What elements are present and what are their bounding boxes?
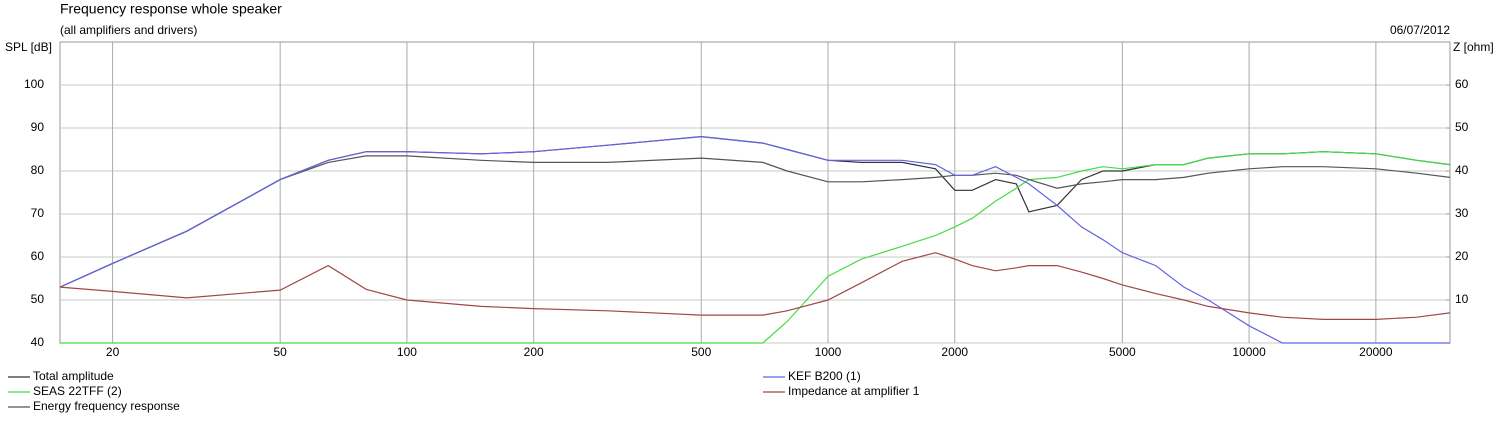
x-tick-label: 1000	[815, 345, 842, 359]
plot-frame	[59, 41, 1451, 344]
series-line	[60, 135, 1450, 288]
y-tick-label: 100	[24, 77, 44, 91]
y2-tick-label: 30	[1455, 206, 1469, 220]
series-line	[60, 252, 1450, 320]
series-line	[60, 151, 1450, 344]
y2-tick-label: 50	[1455, 120, 1469, 134]
series-line	[60, 155, 1450, 288]
legend-label: Total amplitude	[33, 369, 114, 383]
x-tick-label: 50	[273, 345, 287, 359]
y-axis-label: SPL [dB]	[5, 40, 52, 54]
x-tick-label: 100	[397, 345, 417, 359]
x-tick-label: 5000	[1109, 345, 1136, 359]
y2-tick-label: 20	[1455, 249, 1469, 263]
x-tick-label: 20000	[1359, 345, 1393, 359]
y2-tick-label: 40	[1455, 163, 1469, 177]
y-tick-label: 80	[31, 163, 45, 177]
x-tick-label: 2000	[941, 345, 968, 359]
date: 06/07/2012	[1390, 23, 1450, 37]
x-tick-label: 20	[106, 345, 120, 359]
chart-title: Frequency response whole speaker	[60, 1, 282, 17]
y-tick-label: 60	[31, 249, 45, 263]
y2-tick-label: 60	[1455, 77, 1469, 91]
y-tick-label: 40	[31, 335, 45, 349]
y-tick-label: 90	[31, 120, 45, 134]
y2-axis-label: Z [ohm]	[1453, 40, 1494, 54]
y-tick-label: 50	[31, 292, 45, 306]
y-tick-label: 70	[31, 206, 45, 220]
legend-label: Energy frequency response	[33, 399, 180, 413]
chart-subtitle: (all amplifiers and drivers)	[60, 23, 197, 37]
legend-label: Impedance at amplifier 1	[788, 384, 920, 398]
legend-label: SEAS 22TFF (2)	[33, 384, 122, 398]
x-tick-label: 200	[524, 345, 544, 359]
x-tick-label: 500	[691, 345, 711, 359]
x-tick-label: 10000	[1232, 345, 1266, 359]
y2-tick-label: 10	[1455, 292, 1469, 306]
legend-label: KEF B200 (1)	[788, 369, 861, 383]
